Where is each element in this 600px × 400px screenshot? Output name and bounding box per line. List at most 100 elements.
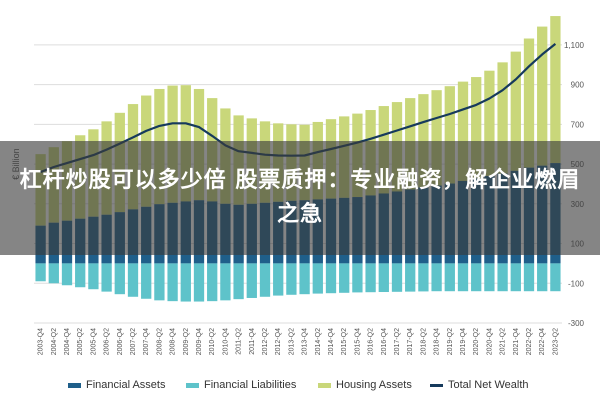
x-tick-label: 2011-Q4 (249, 328, 256, 355)
bar-financial-liabilities (101, 263, 112, 292)
bar-housing-assets (523, 38, 535, 168)
bar-financial-liabilities (35, 263, 46, 282)
legend-label: Financial Assets (86, 379, 166, 391)
x-tick-label: 2021-Q4 (513, 328, 520, 355)
x-tick-label: 2007-Q4 (143, 328, 150, 355)
x-tick-label: 2010-Q4 (222, 328, 229, 355)
bar-financial-liabilities (339, 263, 350, 293)
bar-financial-liabilities (510, 263, 521, 292)
bar-financial-liabilities (444, 263, 455, 292)
bar-financial-liabilities (405, 263, 416, 292)
x-tick-label: 2007-Q2 (130, 328, 137, 355)
bar-financial-liabilities (246, 263, 257, 298)
bar-financial-liabilities (299, 263, 310, 295)
x-tick-label: 2008-Q2 (156, 328, 163, 355)
legend-swatch-financial-liabilities (186, 382, 199, 388)
y-tick-label: -100 (568, 279, 585, 288)
x-tick-label: 2019-Q4 (460, 328, 467, 355)
bar-housing-assets (418, 94, 429, 188)
y-tick-label: 700 (571, 120, 585, 129)
bar-housing-assets (431, 90, 442, 186)
x-tick-label: 2011-Q2 (236, 328, 243, 355)
x-tick-label: 2013-Q4 (302, 328, 309, 355)
x-tick-label: 2016-Q4 (381, 328, 388, 355)
x-tick-label: 2004-Q4 (64, 328, 71, 355)
bar-financial-liabilities (207, 263, 218, 302)
bar-financial-liabilities (550, 263, 561, 292)
bar-financial-liabilities (273, 263, 284, 296)
x-tick-label: 2015-Q4 (354, 328, 361, 355)
x-tick-label: 2005-Q2 (77, 328, 84, 355)
legend-item-financial-assets: Financial Assets (68, 376, 165, 394)
overlay-banner: 杠杆炒股可以多少倍 股票质押：专业融资，解企业燃眉之急 (0, 141, 600, 255)
bar-financial-liabilities (220, 263, 231, 301)
bar-financial-liabilities (233, 263, 244, 300)
x-tick-label: 2004-Q2 (51, 328, 58, 355)
legend-swatch-housing-assets (318, 382, 331, 388)
x-tick-label: 2013-Q2 (288, 328, 295, 355)
x-tick-label: 2009-Q2 (183, 328, 190, 355)
legend-item-housing-assets: Housing Assets (318, 376, 412, 394)
x-tick-label: 2015-Q2 (341, 328, 348, 355)
x-tick-label: 2016-Q2 (368, 328, 375, 355)
x-tick-label: 2018-Q2 (420, 328, 427, 355)
x-tick-label: 2020-Q2 (473, 328, 480, 355)
bar-financial-liabilities (180, 263, 191, 302)
bar-financial-liabilities (497, 263, 508, 292)
x-tick-label: 2017-Q4 (407, 328, 414, 355)
bar-financial-liabilities (286, 263, 297, 295)
bar-financial-liabilities (391, 263, 403, 292)
bar-financial-liabilities (352, 263, 363, 293)
legend-item-total-net-wealth: Total Net Wealth (430, 376, 529, 394)
bar-financial-liabilities (312, 263, 323, 294)
x-tick-label: 2018-Q4 (434, 328, 441, 355)
legend-item-financial-liabilities: Financial Liabilities (186, 376, 296, 394)
bar-financial-liabilities (127, 263, 139, 297)
bar-financial-liabilities (167, 263, 178, 302)
x-tick-label: 2012-Q2 (262, 328, 269, 355)
bar-financial-liabilities (193, 263, 205, 302)
bar-financial-liabilities (75, 263, 86, 288)
x-tick-label: 2014-Q2 (315, 328, 322, 355)
x-tick-label: 2021-Q2 (500, 328, 507, 355)
legend-label: Financial Liabilities (204, 379, 297, 391)
x-tick-label: 2019-Q2 (447, 328, 454, 355)
legend-swatch-financial-assets (68, 382, 81, 388)
bar-financial-liabilities (471, 263, 482, 292)
bar-housing-assets (537, 26, 548, 166)
bar-housing-assets (457, 81, 469, 181)
y-tick-label: -300 (568, 319, 585, 328)
bar-housing-assets (550, 16, 561, 164)
y-tick-label: 900 (571, 81, 585, 90)
bar-financial-liabilities (154, 263, 165, 301)
x-tick-label: 2005-Q4 (90, 328, 97, 355)
bar-financial-liabilities (537, 263, 548, 292)
chart-legend: Financial Assets Financial Liabilities H… (0, 376, 600, 394)
bar-financial-liabilities (418, 263, 429, 292)
x-tick-label: 2017-Q2 (394, 328, 401, 355)
bar-financial-liabilities (114, 263, 125, 295)
x-tick-label: 2003-Q4 (38, 328, 45, 355)
y-tick-label: 1,100 (564, 41, 585, 50)
x-tick-label: 2023-Q2 (552, 328, 559, 355)
bar-housing-assets (484, 70, 495, 176)
x-tick-label: 2022-Q4 (539, 328, 546, 355)
bar-housing-assets (471, 77, 482, 179)
bar-financial-liabilities (523, 263, 535, 292)
bar-financial-liabilities (88, 263, 99, 290)
legend-swatch-total-net-wealth (430, 383, 443, 387)
bar-financial-liabilities (365, 263, 376, 293)
x-tick-label: 2020-Q4 (486, 328, 493, 355)
banner-title: 杠杆炒股可以多少倍 股票质押：专业融资，解企业燃眉之急 (19, 168, 581, 227)
bar-financial-liabilities (457, 263, 469, 292)
bar-financial-liabilities (378, 263, 389, 293)
bar-financial-liabilities (431, 263, 442, 292)
bar-financial-liabilities (325, 263, 337, 294)
bar-financial-liabilities (141, 263, 152, 299)
legend-label: Total Net Wealth (448, 379, 529, 391)
x-tick-label: 2010-Q2 (209, 328, 216, 355)
bar-housing-assets (510, 51, 521, 171)
x-tick-label: 2006-Q2 (104, 328, 111, 355)
bar-housing-assets (497, 62, 508, 174)
